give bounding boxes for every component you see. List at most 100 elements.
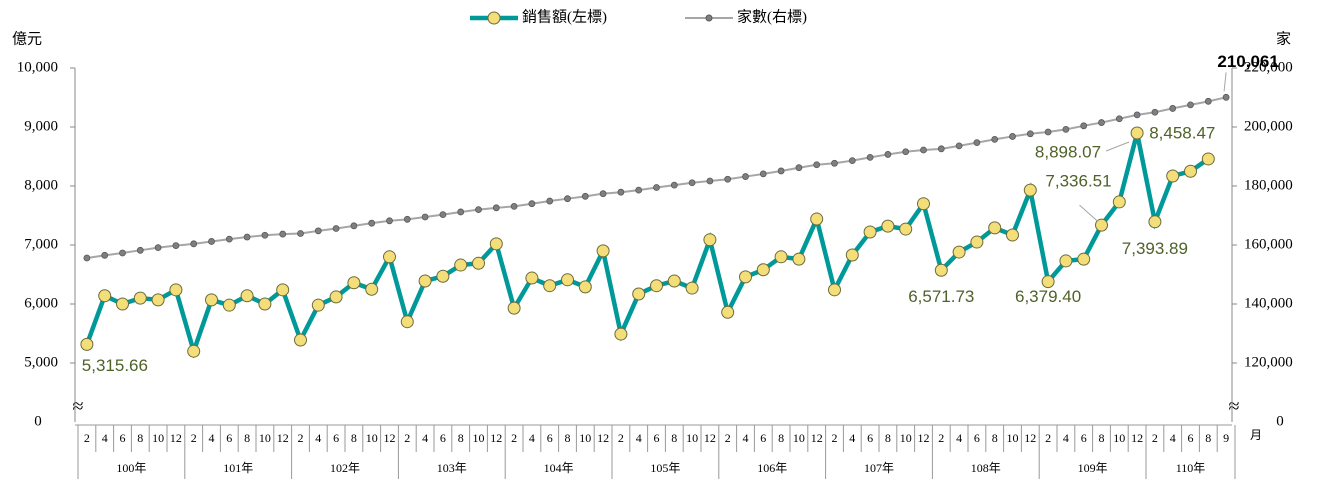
x-tick-label: 6	[120, 431, 126, 445]
point	[543, 279, 557, 293]
data-label: 5,315.66	[82, 356, 148, 375]
point	[457, 208, 465, 216]
point	[1184, 164, 1197, 178]
y2-break-label: 0	[1276, 413, 1284, 429]
x-tick-label: 12	[277, 431, 289, 445]
leader-line	[1079, 204, 1098, 222]
point	[276, 283, 290, 297]
year-label: 106年	[757, 461, 787, 475]
point	[439, 211, 447, 219]
x-tick-label: 4	[1170, 431, 1176, 445]
point	[742, 173, 749, 180]
point	[1095, 218, 1108, 232]
point	[151, 293, 165, 307]
x-tick-label: 12	[918, 431, 930, 445]
point	[756, 263, 770, 277]
point	[899, 222, 913, 236]
point	[863, 225, 877, 239]
x-tick-label: 4	[209, 431, 215, 445]
y-tick-label: 6,000	[24, 295, 58, 311]
point	[866, 153, 874, 161]
x-tick-label: 10	[366, 431, 378, 445]
point	[706, 177, 714, 185]
point	[1187, 101, 1194, 109]
point	[489, 237, 503, 251]
point	[403, 215, 411, 223]
year-label: 105年	[650, 461, 680, 475]
point	[596, 244, 610, 258]
y2-tick-label: 160,000	[1244, 236, 1293, 252]
x-tick-label: 2	[1045, 431, 1051, 445]
point	[311, 298, 325, 312]
point	[632, 287, 646, 301]
point	[172, 242, 180, 249]
x-tick-label: 6	[333, 431, 339, 445]
x-tick-label: 2	[832, 431, 838, 445]
x-tick-label: 2	[938, 431, 944, 445]
x-tick-label: 6	[440, 431, 446, 445]
point	[902, 148, 910, 156]
point	[688, 179, 696, 187]
point	[187, 344, 201, 358]
x-tick-label: 10	[793, 431, 805, 445]
data-label: 8,898.07	[1035, 142, 1101, 161]
point	[1098, 119, 1105, 126]
point	[561, 273, 574, 287]
point	[329, 290, 343, 304]
leader-line	[1105, 141, 1130, 152]
point	[1166, 169, 1180, 183]
point	[528, 200, 536, 208]
point	[383, 250, 396, 264]
point	[365, 282, 379, 296]
point	[492, 204, 500, 212]
point	[777, 167, 785, 175]
point	[80, 337, 94, 351]
point	[670, 181, 678, 189]
x-tick-label: 4	[849, 431, 855, 445]
point	[1077, 252, 1091, 266]
x-tick-label: 12	[704, 431, 716, 445]
point	[83, 254, 91, 262]
point	[119, 249, 126, 257]
point	[792, 252, 806, 266]
point	[1006, 228, 1019, 242]
point	[724, 175, 732, 183]
x-tick-label: 2	[84, 431, 90, 445]
point	[952, 245, 966, 259]
y-tick-label: 10,000	[17, 59, 58, 75]
x-tick-label: 2	[725, 431, 731, 445]
point	[1080, 122, 1088, 130]
point	[243, 233, 251, 241]
x-tick-label: 4	[1063, 431, 1069, 445]
point	[1222, 93, 1230, 101]
point	[1169, 105, 1177, 112]
x-tick-label: 6	[1081, 431, 1087, 445]
point	[279, 230, 287, 238]
point	[386, 217, 393, 225]
x-tick-label: 8	[778, 431, 784, 445]
point	[721, 305, 735, 319]
x-tick-label: 4	[315, 431, 321, 445]
legend-marker	[487, 11, 501, 25]
x-tick-label: 12	[490, 431, 502, 445]
x-tick-label: 9	[1223, 431, 1229, 445]
point	[347, 276, 361, 290]
point	[101, 251, 109, 259]
x-tick-label: 8	[351, 431, 357, 445]
point	[546, 197, 554, 205]
data-label: 210,061	[1217, 52, 1278, 71]
point	[988, 221, 1002, 235]
point	[685, 281, 699, 295]
x-tick-label: 10	[900, 431, 912, 445]
y-unit: 億元	[12, 30, 42, 47]
point	[937, 145, 945, 153]
x-tick-label: 2	[404, 431, 410, 445]
point	[133, 291, 147, 305]
x-tick-label: 6	[760, 431, 766, 445]
point	[1201, 152, 1215, 166]
x-tick-label: 4	[102, 431, 108, 445]
x-tick-label: 12	[597, 431, 609, 445]
point	[635, 186, 643, 194]
point	[1115, 115, 1123, 123]
x-unit: 月	[1250, 428, 1262, 442]
